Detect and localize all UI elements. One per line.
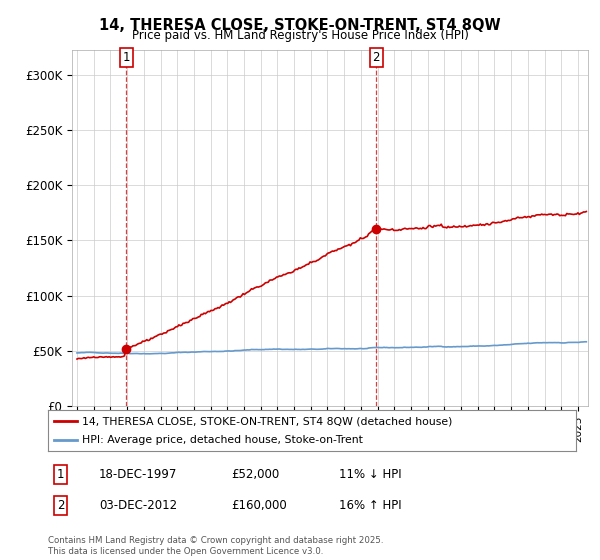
Text: 1: 1 (122, 50, 130, 64)
Text: Price paid vs. HM Land Registry's House Price Index (HPI): Price paid vs. HM Land Registry's House … (131, 29, 469, 42)
Text: 03-DEC-2012: 03-DEC-2012 (99, 499, 177, 512)
Text: 1: 1 (57, 468, 65, 482)
Text: 16% ↑ HPI: 16% ↑ HPI (339, 499, 401, 512)
Text: 18-DEC-1997: 18-DEC-1997 (99, 468, 178, 482)
Text: £52,000: £52,000 (231, 468, 279, 482)
Text: Contains HM Land Registry data © Crown copyright and database right 2025.
This d: Contains HM Land Registry data © Crown c… (48, 536, 383, 556)
Text: 11% ↓ HPI: 11% ↓ HPI (339, 468, 401, 482)
Text: £160,000: £160,000 (231, 499, 287, 512)
Text: 14, THERESA CLOSE, STOKE-ON-TRENT, ST4 8QW (detached house): 14, THERESA CLOSE, STOKE-ON-TRENT, ST4 8… (82, 417, 452, 426)
Text: 2: 2 (373, 50, 380, 64)
Text: 2: 2 (57, 499, 65, 512)
Text: 14, THERESA CLOSE, STOKE-ON-TRENT, ST4 8QW: 14, THERESA CLOSE, STOKE-ON-TRENT, ST4 8… (99, 18, 501, 33)
Text: HPI: Average price, detached house, Stoke-on-Trent: HPI: Average price, detached house, Stok… (82, 435, 363, 445)
